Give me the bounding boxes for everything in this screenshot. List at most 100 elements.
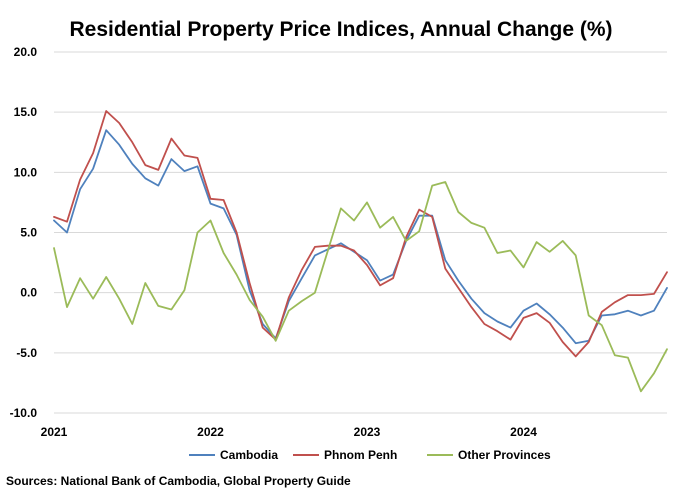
data-point	[53, 247, 55, 249]
y-tick-label: -5.0	[16, 346, 37, 360]
data-point	[444, 267, 446, 269]
data-point	[92, 168, 94, 170]
data-point	[118, 122, 120, 124]
data-point	[653, 293, 655, 295]
data-point	[470, 298, 472, 300]
data-point	[340, 242, 342, 244]
data-point	[248, 289, 250, 291]
y-tick-label: 5.0	[20, 226, 37, 240]
legend-label: Phnom Penh	[324, 448, 397, 462]
data-point	[666, 348, 668, 350]
data-point	[535, 241, 537, 243]
data-point	[144, 177, 146, 179]
data-point	[222, 252, 224, 254]
data-point	[53, 216, 55, 218]
data-point	[222, 207, 224, 209]
data-point	[53, 219, 55, 221]
data-point	[535, 302, 537, 304]
data-point	[614, 301, 616, 303]
legend-label: Cambodia	[220, 448, 278, 462]
data-point	[535, 312, 537, 314]
data-point	[457, 279, 459, 281]
data-point	[522, 266, 524, 268]
data-point	[340, 245, 342, 247]
data-point	[431, 216, 433, 218]
data-point	[601, 324, 603, 326]
data-point	[314, 246, 316, 248]
data-point	[640, 294, 642, 296]
data-point	[575, 254, 577, 256]
legend: Cambodia Phnom Penh Other Provinces	[189, 448, 551, 462]
y-tick-label: 0.0	[20, 286, 37, 300]
x-tick-label: 2022	[197, 425, 224, 439]
data-point	[418, 230, 420, 232]
data-point	[366, 264, 368, 266]
data-point	[379, 227, 381, 229]
data-point	[392, 216, 394, 218]
data-point	[496, 320, 498, 322]
data-point	[627, 310, 629, 312]
data-point	[457, 211, 459, 213]
data-point	[418, 208, 420, 210]
x-tick-label: 2023	[354, 425, 381, 439]
data-point	[79, 277, 81, 279]
data-point	[92, 152, 94, 154]
series-line-other-provinces	[53, 181, 668, 393]
y-tick-label: 15.0	[14, 105, 38, 119]
data-point	[66, 306, 68, 308]
data-point	[470, 306, 472, 308]
data-point	[314, 254, 316, 256]
data-point	[588, 341, 590, 343]
data-point	[522, 317, 524, 319]
x-tick-label: 2021	[41, 425, 68, 439]
data-point	[588, 314, 590, 316]
data-point	[614, 354, 616, 356]
data-point	[640, 314, 642, 316]
data-point	[666, 271, 668, 273]
data-point	[483, 323, 485, 325]
data-point	[66, 231, 68, 233]
data-point	[548, 251, 550, 253]
y-tick-label: 10.0	[14, 165, 38, 179]
data-point	[562, 326, 564, 328]
data-point	[105, 129, 107, 131]
data-point	[131, 141, 133, 143]
data-point	[183, 289, 185, 291]
data-point	[183, 154, 185, 156]
data-point	[666, 287, 668, 289]
data-point	[614, 313, 616, 315]
data-point	[562, 341, 564, 343]
data-point	[470, 222, 472, 224]
series-line-phnom-penh	[53, 110, 668, 358]
data-point	[444, 181, 446, 183]
data-point	[366, 259, 368, 261]
data-point	[288, 310, 290, 312]
data-point	[196, 157, 198, 159]
data-point	[131, 323, 133, 325]
data-point	[509, 326, 511, 328]
data-point	[496, 252, 498, 254]
data-point	[222, 199, 224, 201]
data-point	[144, 282, 146, 284]
data-point	[379, 284, 381, 286]
data-point	[548, 313, 550, 315]
data-point	[340, 207, 342, 209]
data-point	[183, 170, 185, 172]
data-point	[496, 330, 498, 332]
data-point	[157, 169, 159, 171]
data-point	[79, 188, 81, 190]
data-point	[196, 165, 198, 167]
legend-label: Other Provinces	[458, 448, 551, 462]
data-point	[144, 164, 146, 166]
data-point	[262, 316, 264, 318]
data-point	[483, 312, 485, 314]
data-point	[653, 310, 655, 312]
y-tick-label: -10.0	[10, 406, 38, 420]
data-point	[209, 219, 211, 221]
data-point	[653, 372, 655, 374]
y-tick-label: 20.0	[14, 45, 38, 59]
source-note: Sources: National Bank of Cambodia, Glob…	[6, 474, 351, 488]
data-point	[275, 340, 277, 342]
data-point	[444, 259, 446, 261]
